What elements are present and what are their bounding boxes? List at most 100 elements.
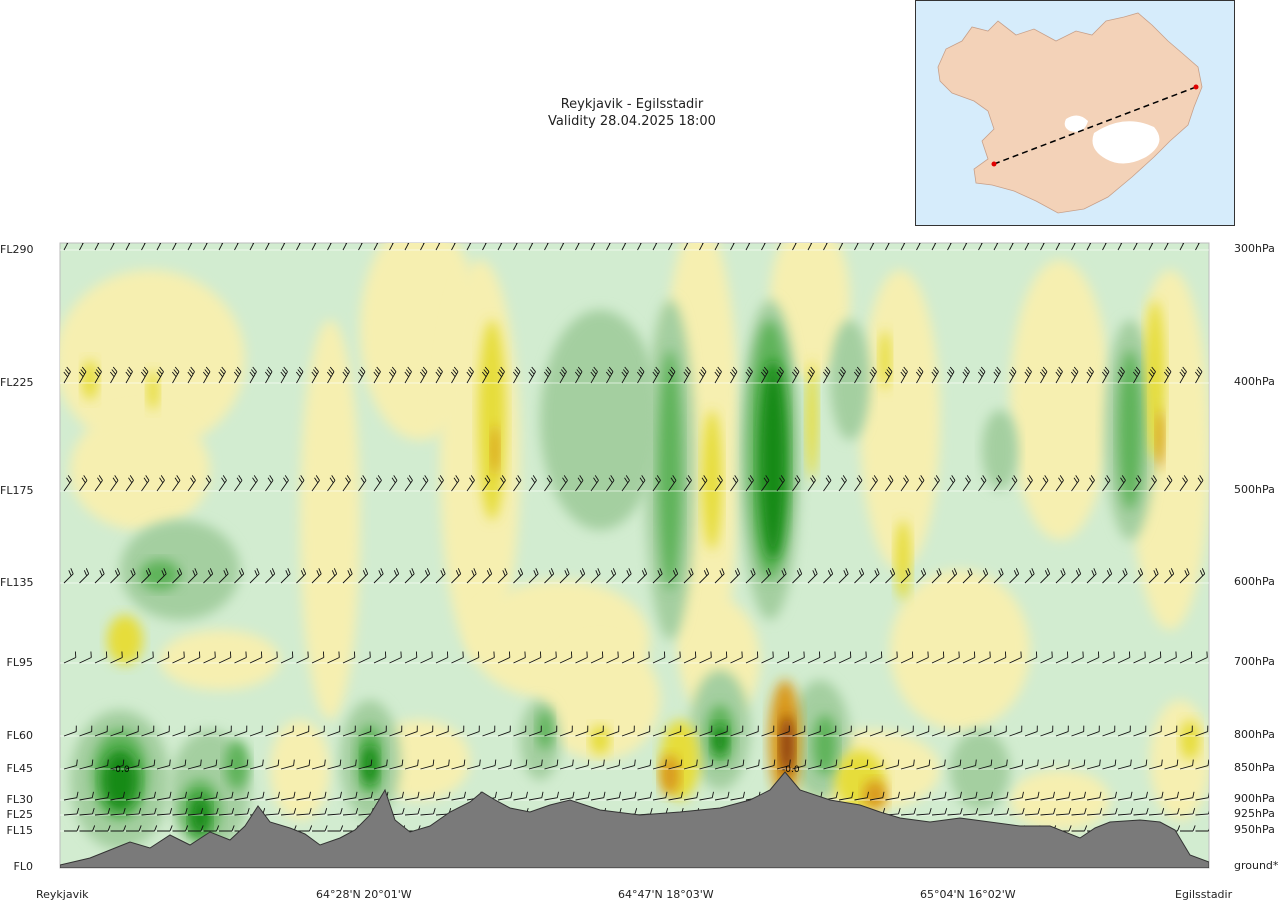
wind-barb xyxy=(559,725,573,737)
wind-barb xyxy=(854,791,869,801)
wind-barb xyxy=(1148,807,1165,816)
wind-barb xyxy=(389,475,398,492)
wind-barb xyxy=(404,475,413,492)
wind-barb xyxy=(544,243,549,251)
wind-barb xyxy=(373,725,387,737)
wind-barb xyxy=(900,725,914,737)
wind-barb xyxy=(79,791,94,801)
wind-barb xyxy=(420,759,435,770)
wind-barb xyxy=(94,725,108,737)
wind-barb xyxy=(1102,759,1117,770)
wind-barb xyxy=(854,759,869,770)
green-region xyxy=(658,350,682,590)
wind-barb xyxy=(900,651,914,664)
wind-barb xyxy=(296,475,305,492)
wind-barb xyxy=(1195,568,1206,584)
wind-barb xyxy=(822,366,831,384)
wind-barb xyxy=(187,243,193,251)
wind-barb xyxy=(1133,475,1142,492)
wind-barb xyxy=(1086,568,1097,584)
wind-barb xyxy=(234,475,243,492)
dark-green-region xyxy=(712,725,728,755)
flight-level-label: FL15 xyxy=(6,824,33,837)
wind-barb xyxy=(187,791,203,801)
wind-barb xyxy=(823,568,834,584)
wind-barb xyxy=(869,725,883,737)
wind-barb xyxy=(125,725,139,737)
wind-barb xyxy=(94,791,110,801)
orange-region xyxy=(660,755,680,795)
wind-barb xyxy=(668,725,682,737)
wind-barb xyxy=(125,651,139,664)
wind-barb xyxy=(1180,825,1196,832)
wind-barb xyxy=(141,825,158,832)
wind-barb xyxy=(218,651,232,664)
wind-barb xyxy=(823,243,828,251)
wind-barb xyxy=(993,651,1007,664)
wind-barb xyxy=(280,475,289,492)
wind-barb xyxy=(606,725,620,737)
wind-barb xyxy=(745,568,756,584)
dark-green-region xyxy=(102,750,138,810)
wind-barb xyxy=(110,807,126,816)
route-point-label: 64°47'N 18°03'W xyxy=(618,888,714,901)
contour-value-label: -0.0 xyxy=(782,765,800,775)
wind-barb xyxy=(358,791,373,801)
wind-barb xyxy=(1117,366,1125,384)
wind-barb xyxy=(776,725,790,737)
wind-barb xyxy=(497,568,508,584)
wind-barb xyxy=(172,651,185,664)
wind-barb xyxy=(420,243,425,251)
wind-barb xyxy=(978,568,989,584)
wind-barb xyxy=(218,807,235,816)
wind-barb xyxy=(1133,568,1144,584)
wind-barb xyxy=(636,366,645,384)
route-point-label: 64°28'N 20°01'W xyxy=(316,888,412,901)
wind-barb xyxy=(947,651,960,664)
wind-barb xyxy=(233,366,242,384)
wind-barb xyxy=(1055,807,1072,816)
wind-barb xyxy=(1117,725,1131,737)
wind-barb xyxy=(451,475,460,492)
mid-green-region xyxy=(830,320,870,440)
wind-barb xyxy=(823,725,837,737)
pressure-level-label: 700hPa xyxy=(1234,655,1275,668)
wind-barb xyxy=(621,759,636,770)
wind-barb xyxy=(265,475,274,492)
wind-barb xyxy=(699,759,714,770)
wind-barb xyxy=(1164,651,1177,664)
wind-barb xyxy=(528,651,542,664)
wind-barb xyxy=(466,759,481,770)
wind-barb xyxy=(745,243,751,251)
wind-barb xyxy=(730,759,745,770)
wind-barb xyxy=(1086,807,1103,816)
wind-barb xyxy=(838,568,849,584)
pale-yellow-region xyxy=(70,410,210,530)
wind-barb xyxy=(451,759,466,770)
wind-barb xyxy=(497,759,512,770)
wind-barb xyxy=(311,725,325,737)
wind-barb xyxy=(683,725,697,737)
wind-barb xyxy=(404,807,421,816)
pressure-level-label: 950hPa xyxy=(1234,823,1275,836)
wind-barb xyxy=(698,366,707,384)
wind-barb xyxy=(435,366,443,384)
wind-barb xyxy=(1117,568,1128,584)
wind-barb xyxy=(110,651,123,664)
wind-barb xyxy=(435,651,449,664)
wind-barb xyxy=(1179,568,1190,584)
wind-barb xyxy=(1009,568,1020,584)
wind-barb xyxy=(218,725,232,737)
wind-barb xyxy=(358,725,372,737)
wind-barb xyxy=(931,759,946,770)
wind-barb xyxy=(683,568,694,584)
wind-barb xyxy=(203,807,219,816)
wind-barb xyxy=(1040,807,1056,816)
wind-barb xyxy=(1133,759,1148,770)
pressure-level-label: 850hPa xyxy=(1234,761,1275,774)
wind-barb xyxy=(94,475,103,492)
wind-barb xyxy=(1164,243,1169,251)
wind-barb xyxy=(420,651,433,664)
wind-barb xyxy=(683,759,698,770)
